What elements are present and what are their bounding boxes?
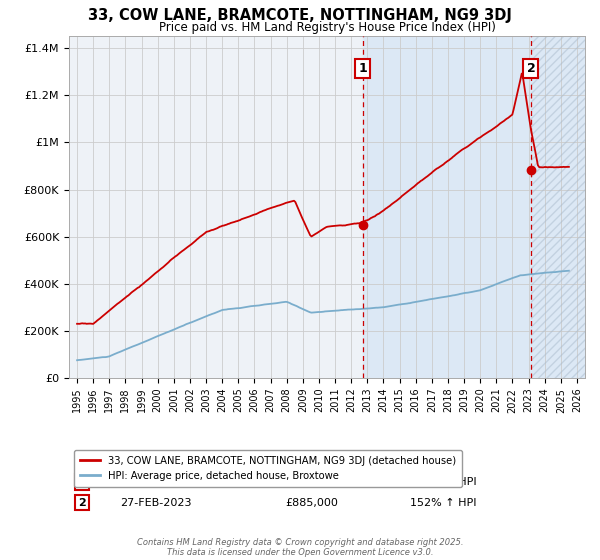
Text: 2: 2 [78, 498, 86, 508]
Text: 1: 1 [358, 62, 367, 76]
Bar [363, 36, 585, 378]
Text: 21-SEP-2012: 21-SEP-2012 [121, 477, 191, 487]
Text: Contains HM Land Registry data © Crown copyright and database right 2025.
This d: Contains HM Land Registry data © Crown c… [137, 538, 463, 557]
Text: 2: 2 [527, 62, 535, 76]
Legend: 33, COW LANE, BRAMCOTE, NOTTINGHAM, NG9 3DJ (detached house), HPI: Average price: 33, COW LANE, BRAMCOTE, NOTTINGHAM, NG9 … [74, 450, 462, 487]
Text: 1: 1 [78, 477, 86, 487]
Text: £647,500: £647,500 [286, 477, 338, 487]
Text: 152% ↑ HPI: 152% ↑ HPI [410, 498, 476, 508]
Text: 246% ↑ HPI: 246% ↑ HPI [410, 477, 476, 487]
Text: 27-FEB-2023: 27-FEB-2023 [121, 498, 192, 508]
Text: 33, COW LANE, BRAMCOTE, NOTTINGHAM, NG9 3DJ: 33, COW LANE, BRAMCOTE, NOTTINGHAM, NG9 … [88, 8, 512, 24]
Bar [531, 36, 585, 378]
Title: Price paid vs. HM Land Registry's House Price Index (HPI): Price paid vs. HM Land Registry's House … [158, 21, 496, 34]
Text: £885,000: £885,000 [286, 498, 338, 508]
